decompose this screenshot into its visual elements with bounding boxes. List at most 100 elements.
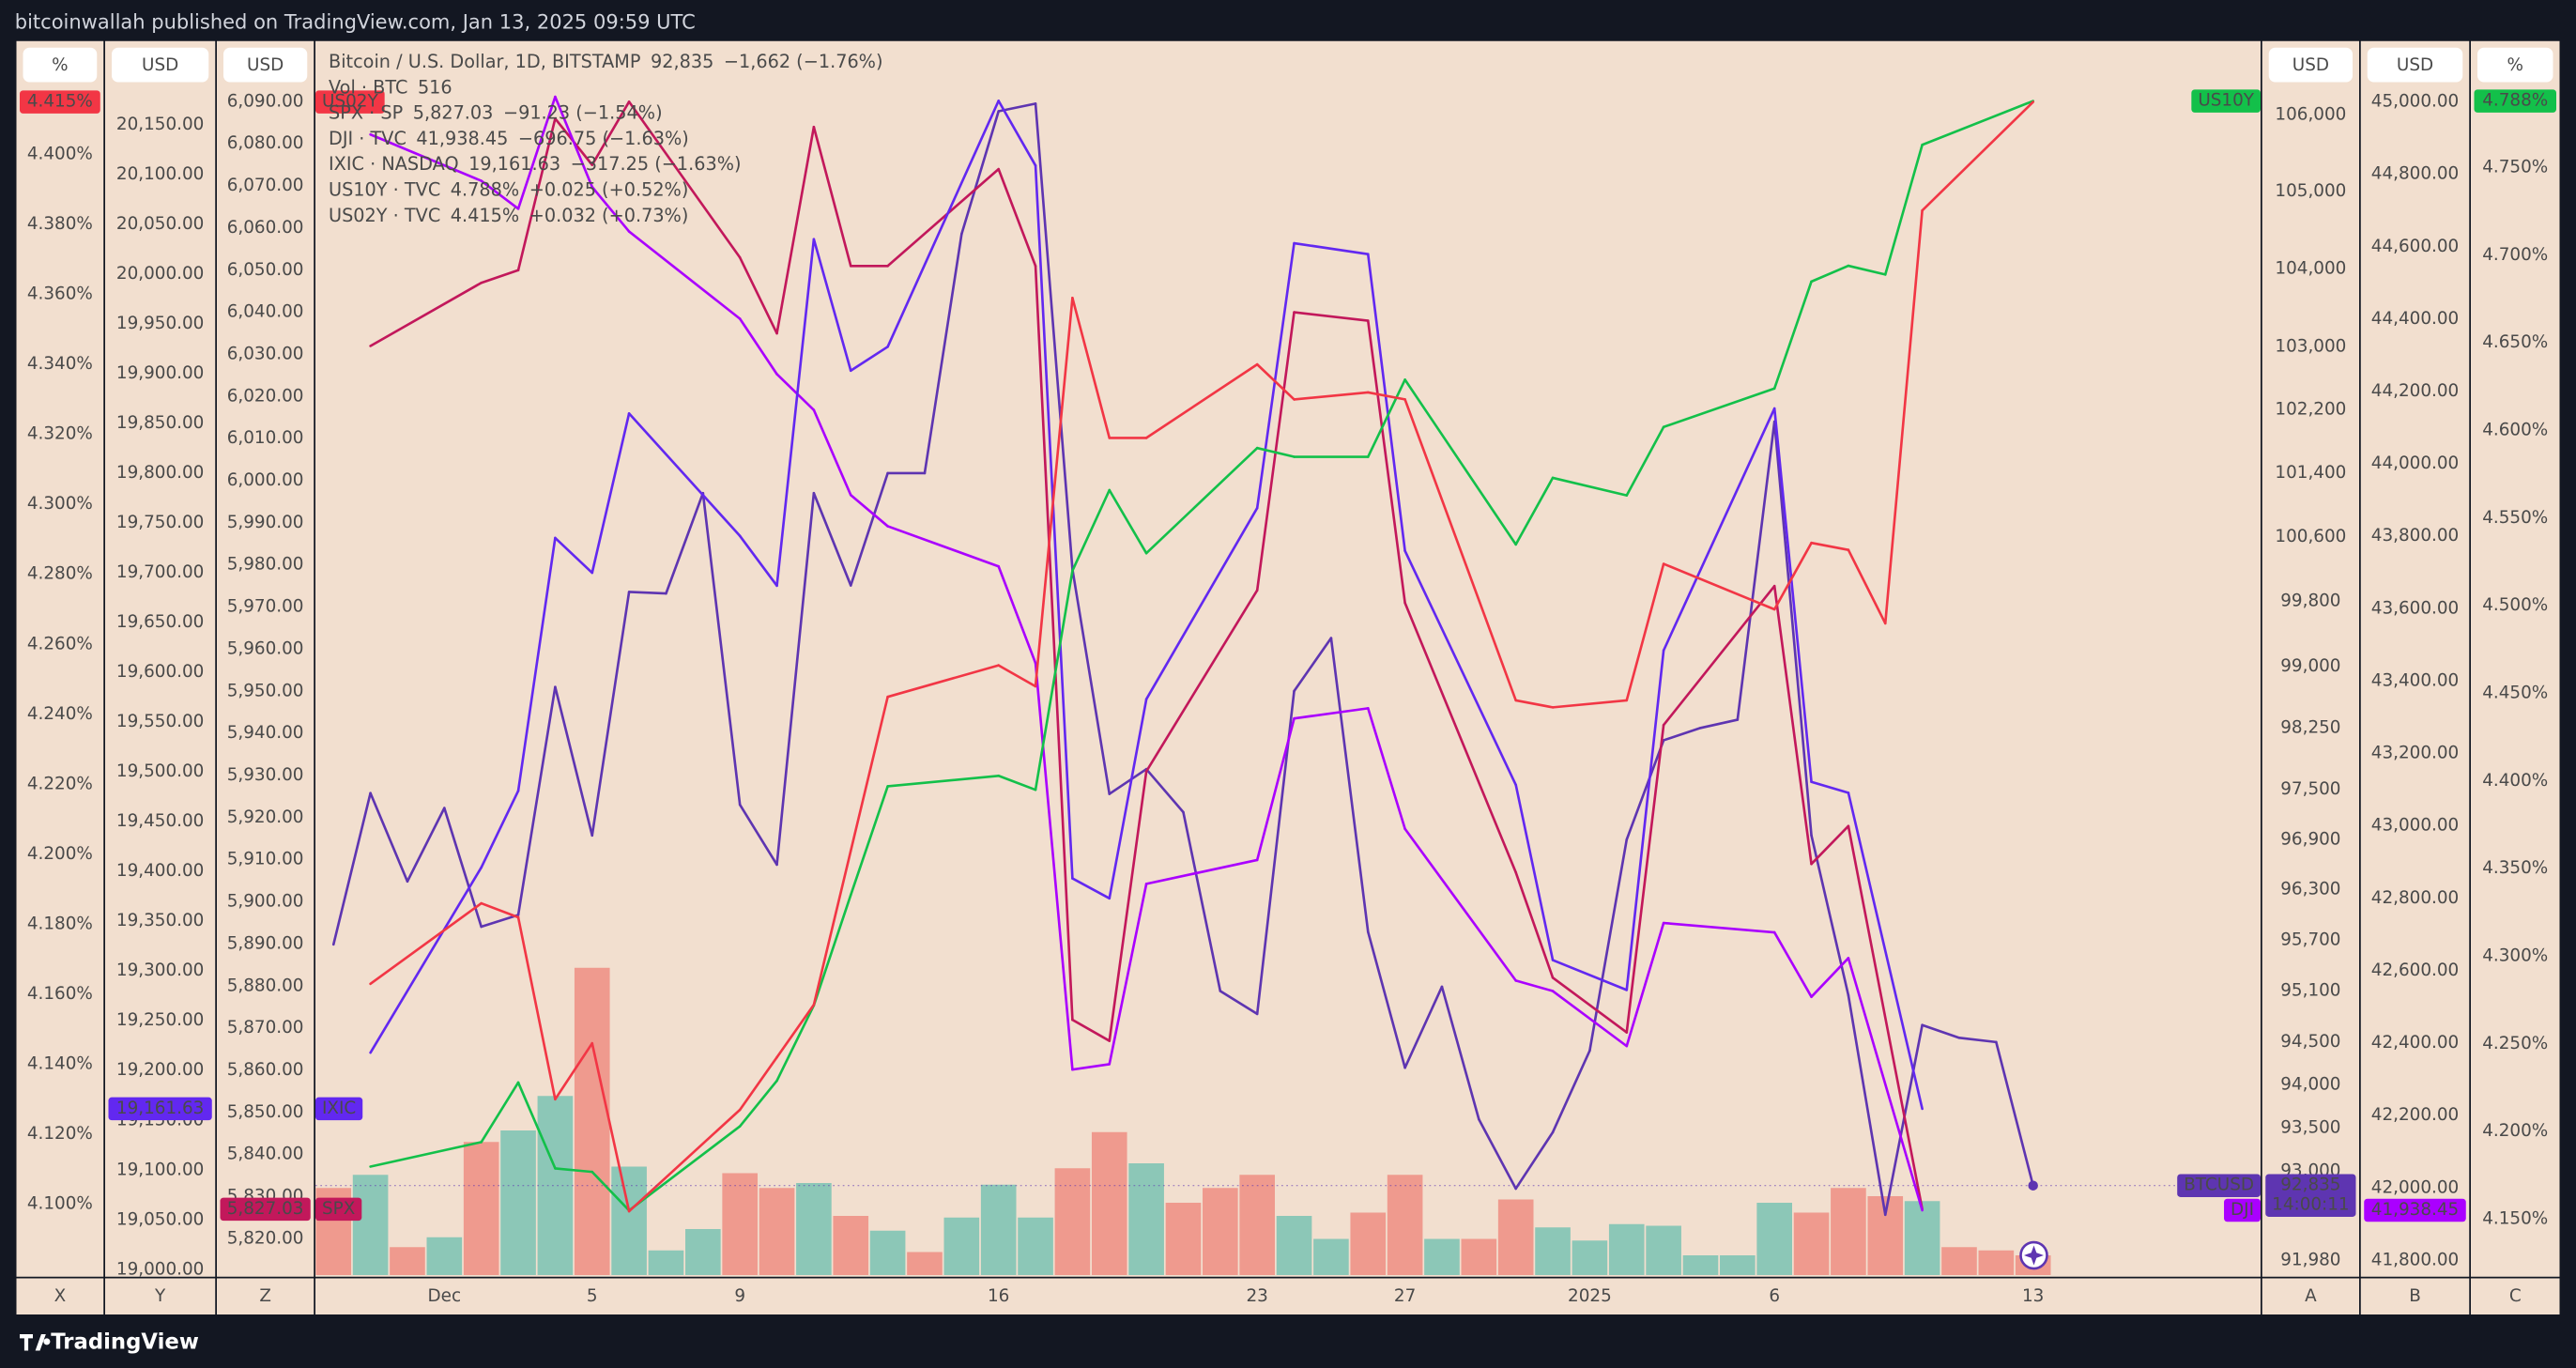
series-segment <box>1810 824 1850 866</box>
series-segment <box>590 185 631 233</box>
volume-bar <box>1756 1203 1793 1276</box>
legend-change: −1,662 (−1.76%) <box>724 51 883 72</box>
symbol-tag-box <box>2191 89 2261 113</box>
y-tick-label: 19,550.00 <box>116 712 204 731</box>
volume-bar <box>1350 1212 1387 1276</box>
axis-unit: USD <box>2292 55 2329 75</box>
series-segment <box>1625 649 1665 991</box>
y-tick-label: 6,040.00 <box>227 302 304 322</box>
axis-column <box>105 40 216 1277</box>
y-tick-label: 5,950.00 <box>227 681 304 700</box>
x-tick-label: 9 <box>734 1286 745 1306</box>
legend-name: DJI · TVC <box>329 128 406 149</box>
y-tick-label: 5,930.00 <box>227 765 304 785</box>
y-tick-label: 19,950.00 <box>116 314 204 333</box>
series-segment <box>1625 723 1665 1034</box>
y-tick-label: 4.200% <box>2482 1121 2548 1141</box>
series-segment <box>1293 637 1333 693</box>
series-segment <box>1293 311 1370 322</box>
volume-bar <box>1424 1238 1460 1276</box>
y-tick-label: 43,200.00 <box>2371 744 2459 763</box>
legend-value: 19,161.63 <box>468 153 560 175</box>
volume-bar <box>390 1247 425 1276</box>
y-tick-label: 98,250 <box>2280 717 2340 737</box>
series-segment <box>369 132 483 182</box>
y-tick-label: 4.550% <box>2482 508 2548 528</box>
legend-change: +0.032 (+0.73%) <box>529 205 689 226</box>
y-tick-label: 96,900 <box>2280 829 2340 849</box>
series-segment <box>1514 1130 1555 1191</box>
y-tick-label: 5,940.00 <box>227 723 304 743</box>
series-segment <box>1921 100 2035 212</box>
axis-unit: % <box>52 55 68 75</box>
series-segment <box>1144 589 1259 773</box>
panels <box>16 40 2560 1315</box>
series-segment <box>331 792 372 946</box>
series-segment <box>1071 488 1112 573</box>
series-segment <box>1625 425 1665 497</box>
series-segment <box>1772 541 1813 611</box>
volume-bar <box>1276 1216 1312 1276</box>
axis-unit: % <box>2507 55 2523 75</box>
series-segment <box>1182 810 1222 992</box>
series-segment <box>812 125 852 268</box>
volume-bar <box>759 1188 795 1276</box>
y-tick-label: 20,000.00 <box>116 264 204 284</box>
legend-name: SPX · SP <box>329 102 403 124</box>
series-segment <box>1772 584 1813 866</box>
series-segment <box>738 1055 778 1112</box>
series-segment <box>886 100 1000 348</box>
series-segment <box>738 1079 778 1128</box>
series-segment <box>1883 208 1924 625</box>
series-segment <box>516 536 557 792</box>
volume-bar <box>574 967 610 1276</box>
volume-bar <box>1128 1163 1164 1276</box>
series-segment <box>1883 143 1924 276</box>
y-tick-label: 44,000.00 <box>2371 453 2459 473</box>
y-tick-label: 6,010.00 <box>227 428 304 448</box>
volume-bar <box>1018 1217 1053 1276</box>
series-segment <box>1034 296 1074 688</box>
y-tick-label: 4.350% <box>2482 858 2548 878</box>
series-segment <box>590 100 631 166</box>
series-segment <box>627 230 742 320</box>
volume-bar <box>1387 1175 1423 1276</box>
y-tick-label: 101,400 <box>2275 463 2346 483</box>
y-tick-label: 19,700.00 <box>116 562 204 582</box>
series-segment <box>997 167 1037 268</box>
volume-bar <box>1904 1201 1940 1276</box>
x-tick-label: 2025 <box>1568 1286 1612 1306</box>
series-segment <box>480 901 520 919</box>
series-segment <box>1551 699 1629 709</box>
legend-value: 41,938.45 <box>416 128 508 149</box>
x-tick-label: 27 <box>1394 1286 1416 1306</box>
y-tick-label: 4.300% <box>2482 946 2548 966</box>
axis-unit-box <box>2367 47 2463 83</box>
y-tick-label: 44,600.00 <box>2371 237 2459 256</box>
y-tick-label: 5,910.00 <box>227 850 304 869</box>
series-segment <box>1403 985 1444 1069</box>
volume-bar <box>1793 1212 1830 1276</box>
axis-id: Z <box>259 1286 271 1306</box>
y-tick-label: 6,020.00 <box>227 386 304 406</box>
series-segment <box>738 803 778 867</box>
symbol-tag: US02Y <box>322 92 378 112</box>
series-segment <box>1108 770 1148 1042</box>
y-tick-label: 96,300 <box>2280 880 2340 899</box>
target-icon-star <box>2024 1245 2044 1266</box>
last-value-box <box>2474 89 2556 113</box>
last-value-box <box>2364 1198 2466 1222</box>
series-segment <box>1108 883 1148 1066</box>
series-segment <box>1847 957 1924 1212</box>
series-segment <box>480 179 520 210</box>
series-segment <box>1810 957 1850 999</box>
series-segment <box>1366 253 1406 553</box>
y-tick-label: 5,990.00 <box>227 513 304 532</box>
y-tick-label: 4.750% <box>2482 158 2548 177</box>
series-segment <box>554 685 594 838</box>
series-segment <box>1847 264 1887 276</box>
series-segment <box>554 1167 594 1174</box>
series-segment <box>1144 858 1259 885</box>
series-segment <box>1551 959 1629 991</box>
